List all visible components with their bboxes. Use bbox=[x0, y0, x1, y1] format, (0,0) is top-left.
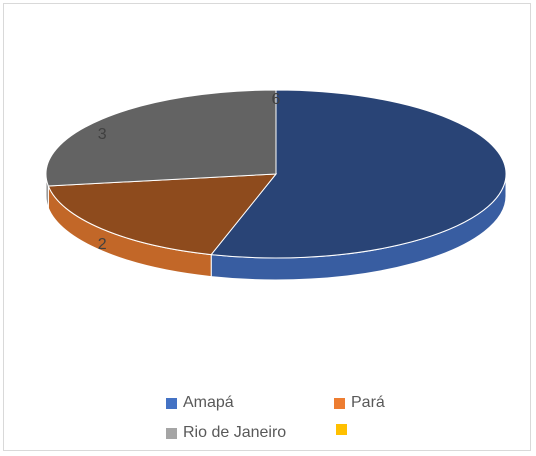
legend-swatch-para bbox=[334, 397, 345, 409]
data-label-para: 2 bbox=[98, 236, 107, 253]
legend-label-amapa: Amapá bbox=[183, 394, 234, 411]
slice-amapa bbox=[210, 89, 507, 259]
legend-item-empty bbox=[336, 424, 353, 435]
data-label-amapa: 6 bbox=[272, 91, 281, 108]
legend-swatch-empty bbox=[336, 424, 347, 435]
chart-area: 6 2 3 Amapá Pará Rio de Janeiro bbox=[3, 3, 531, 451]
legend-item-amapa: Amapá bbox=[166, 394, 234, 412]
legend-swatch-rio bbox=[166, 427, 177, 439]
legend-swatch-amapa bbox=[166, 397, 177, 409]
data-label-rio-de-janeiro: 3 bbox=[98, 126, 107, 143]
slice-para bbox=[47, 173, 278, 256]
pie-chart: 6 2 3 bbox=[45, 89, 507, 281]
legend-label-para: Pará bbox=[351, 394, 385, 411]
legend-item-rio: Rio de Janeiro bbox=[166, 424, 286, 442]
slice-rio-de-janeiro bbox=[45, 89, 277, 187]
legend-item-para: Pará bbox=[334, 394, 385, 412]
legend-label-rio: Rio de Janeiro bbox=[183, 424, 287, 441]
